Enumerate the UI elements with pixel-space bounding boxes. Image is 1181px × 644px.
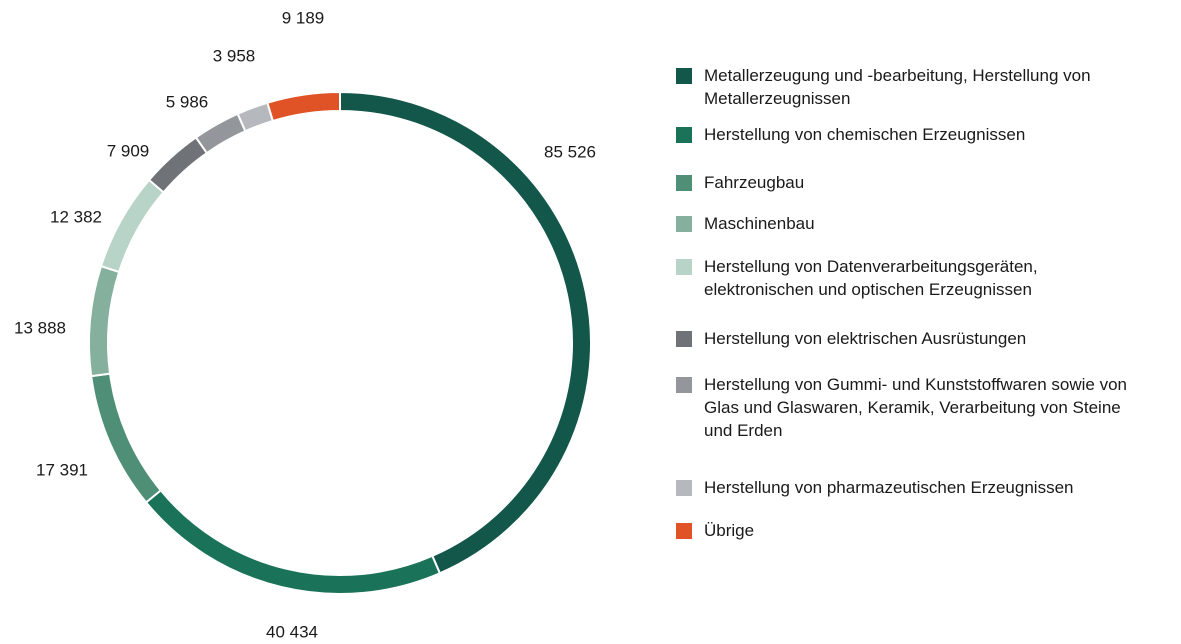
legend-item: Herstellung von Gummi- und Kunststoffwar…: [676, 373, 1144, 442]
legend-item: Herstellung von chemischen Erzeugnissen: [676, 123, 1164, 146]
donut-segment: [194, 112, 247, 155]
legend-item: Übrige: [676, 519, 1164, 542]
data-label: 5 986: [166, 92, 209, 111]
legend-label: Herstellung von pharmazeutischen Erzeugn…: [704, 478, 1074, 497]
legend-swatch: [676, 377, 692, 393]
data-label: 17 391: [36, 460, 88, 479]
legend-swatch: [676, 259, 692, 275]
legend-item: Fahrzeugbau: [676, 171, 1164, 194]
legend-item: Herstellung von pharmazeutischen Erzeugn…: [676, 476, 1181, 499]
data-label: 9 189: [282, 8, 325, 27]
legend-swatch: [676, 175, 692, 191]
donut-segment: [88, 264, 121, 378]
legend-label: Metallerzeugung und -bearbeitung, Herste…: [704, 66, 1091, 108]
legend-item: Maschinenbau: [676, 212, 1164, 235]
legend-label: Herstellung von Gummi- und Kunststoffwar…: [704, 375, 1127, 440]
legend-label: Maschinenbau: [704, 214, 815, 233]
legend-swatch: [676, 68, 692, 84]
legend-label: Herstellung von chemischen Erzeugnissen: [704, 125, 1026, 144]
data-label: 3 958: [213, 46, 256, 65]
legend-item: Herstellung von Datenverarbeitungsgeräte…: [676, 255, 1144, 301]
legend-swatch: [676, 480, 692, 496]
data-label: 12 382: [50, 207, 102, 226]
legend-swatch: [676, 523, 692, 539]
legend-swatch: [676, 216, 692, 232]
donut-segment: [90, 372, 163, 504]
legend-label: Herstellung von Datenverarbeitungsgeräte…: [704, 257, 1038, 299]
legend-label: Übrige: [704, 521, 755, 540]
legend-item: Herstellung von elektrischen Ausrüstunge…: [676, 327, 1164, 350]
donut-segment: [236, 101, 275, 133]
donut-segment: [266, 90, 341, 123]
donut-segment: [99, 178, 165, 274]
legend-item: Metallerzeugung und -bearbeitung, Herste…: [676, 64, 1164, 110]
donut-segment: [144, 488, 442, 595]
data-label: 13 888: [14, 318, 66, 337]
data-label: 85 526: [544, 142, 596, 161]
legend-swatch: [676, 127, 692, 143]
data-label: 40 434: [266, 622, 318, 641]
legend-label: Herstellung von elektrischen Ausrüstunge…: [704, 329, 1027, 348]
legend-swatch: [676, 331, 692, 347]
legend-label: Fahrzeugbau: [704, 173, 805, 192]
donut-segment: [339, 90, 592, 575]
data-label: 7 909: [107, 141, 150, 160]
donut-segment: [147, 136, 209, 194]
